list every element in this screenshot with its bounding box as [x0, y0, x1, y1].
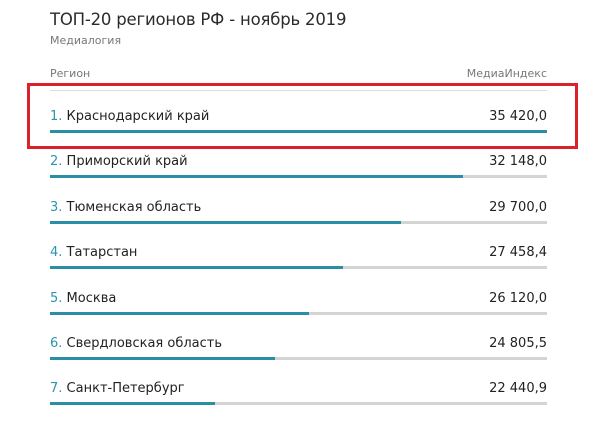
- row-label: 3. Тюменская область: [50, 200, 201, 215]
- row-label: 1. Краснодарский край: [50, 109, 209, 124]
- row-label: 4. Татарстан: [50, 245, 137, 260]
- row-value: 29 700,0: [489, 200, 547, 215]
- row-rank: 6.: [50, 336, 63, 351]
- row-label: 7. Санкт-Петербург: [50, 381, 185, 396]
- row-region: Санкт-Петербург: [66, 381, 185, 396]
- bar-track: [50, 221, 547, 224]
- ranking-row: 4. Татарстан 27 458,4: [50, 245, 547, 285]
- row-label: 2. Приморский край: [50, 154, 188, 169]
- row-region: Свердловская область: [66, 336, 222, 351]
- ranking-row: 6. Свердловская область 24 805,5: [50, 336, 547, 376]
- row-value: 26 120,0: [489, 291, 547, 306]
- bar-track: [50, 357, 547, 360]
- bar-fill: [50, 402, 215, 405]
- row-rank: 4.: [50, 245, 63, 260]
- bar-fill: [50, 221, 401, 224]
- row-region: Тюменская область: [66, 200, 202, 215]
- row-label: 5. Москва: [50, 291, 116, 306]
- row-value: 35 420,0: [489, 109, 547, 124]
- row-region: Татарстан: [66, 245, 138, 260]
- bar-fill: [50, 130, 547, 133]
- row-rank: 5.: [50, 291, 63, 306]
- chart-title: ТОП-20 регионов РФ - ноябрь 2019: [50, 10, 347, 29]
- row-rank: 2.: [50, 154, 63, 169]
- row-label: 6. Свердловская область: [50, 336, 222, 351]
- ranking-row: 5. Москва 26 120,0: [50, 291, 547, 331]
- row-rank: 1.: [50, 109, 63, 124]
- row-rank: 7.: [50, 381, 63, 396]
- row-value: 24 805,5: [489, 336, 547, 351]
- bar-fill: [50, 266, 344, 269]
- row-region: Краснодарский край: [66, 109, 210, 124]
- ranking-row: 7. Санкт-Петербург 22 440,9: [50, 381, 547, 421]
- row-region: Приморский край: [66, 154, 188, 169]
- bar-track: [50, 266, 547, 269]
- ranking-row: 2. Приморский край 32 148,0: [50, 154, 547, 194]
- ranking-row: 3. Тюменская область 29 700,0: [50, 200, 547, 240]
- chart-subtitle: Медиалогия: [50, 34, 122, 47]
- row-value: 32 148,0: [489, 154, 547, 169]
- row-value: 22 440,9: [489, 381, 547, 396]
- header-divider: [50, 90, 547, 91]
- row-rank: 3.: [50, 200, 63, 215]
- bar-track: [50, 175, 547, 178]
- ranking-row: 1. Краснодарский край 35 420,0: [50, 109, 547, 149]
- row-value: 27 458,4: [489, 245, 547, 260]
- column-header-region: Регион: [50, 67, 91, 80]
- row-region: Москва: [66, 291, 117, 306]
- column-header-index: МедиаИндекс: [466, 67, 547, 80]
- bar-fill: [50, 312, 309, 315]
- bar-fill: [50, 175, 464, 178]
- bar-track: [50, 130, 547, 133]
- bar-track: [50, 402, 547, 405]
- bar-track: [50, 312, 547, 315]
- bar-fill: [50, 357, 276, 360]
